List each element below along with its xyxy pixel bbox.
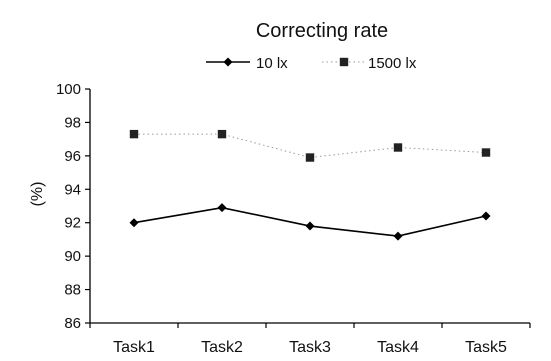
series-line-2	[134, 133, 487, 159]
y-tick-label: 92	[64, 215, 81, 232]
y-axis-ticks: 86 88 90 92 94 96 98 100	[56, 81, 90, 332]
y-tick-label: 86	[64, 315, 81, 332]
chart-title: Correcting rate	[256, 20, 388, 42]
y-axis-label: (%)	[29, 182, 46, 207]
series-1-point	[129, 218, 139, 228]
series-2-point	[217, 129, 227, 139]
legend-label-10lx: 10 lx	[256, 55, 288, 72]
y-tick-label: 88	[64, 282, 81, 299]
x-tick-label: Task1	[113, 339, 155, 356]
y-tick-label: 94	[64, 181, 81, 198]
series-2-point	[305, 153, 315, 162]
series-1-point	[305, 221, 315, 231]
x-axis-ticks: Task1 Task2 Task3 Task4 Task5	[89, 323, 531, 356]
series-2-point	[129, 129, 139, 139]
x-tick-label: Task4	[377, 339, 419, 356]
x-tick-label: Task5	[465, 339, 507, 356]
x-tick-label: Task2	[201, 339, 243, 356]
legend-marker-1500lx	[339, 57, 349, 67]
legend-marker-10lx	[223, 57, 233, 67]
legend-label-1500lx: 1500 lx	[368, 55, 417, 72]
series-2-point	[481, 148, 491, 157]
x-tick-label: Task3	[289, 339, 331, 356]
series-1-point	[481, 211, 491, 221]
legend: 10 lx 1500 lx	[206, 55, 417, 72]
y-tick-label: 96	[64, 148, 81, 165]
series-2-point	[393, 143, 403, 152]
y-tick-label: 90	[64, 248, 81, 265]
y-tick-label: 100	[56, 81, 81, 98]
series-group	[129, 129, 491, 241]
y-tick-label: 98	[64, 114, 81, 131]
series-1-point	[393, 231, 403, 241]
series-1-point	[217, 203, 227, 213]
